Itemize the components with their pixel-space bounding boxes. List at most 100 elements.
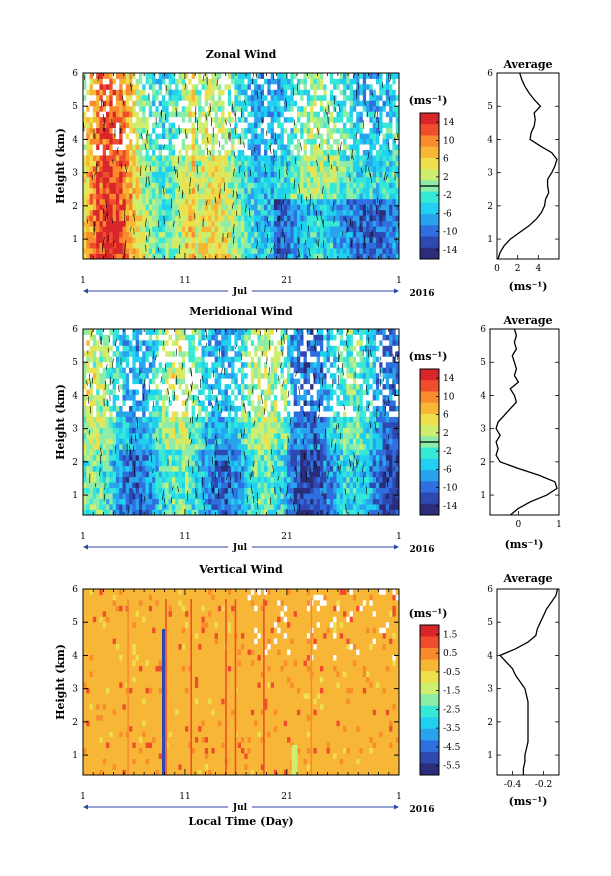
colorbar-tick-label: -10 bbox=[443, 484, 458, 494]
colorbar-swatch bbox=[420, 247, 439, 260]
ytick-label: 3 bbox=[72, 425, 78, 435]
zonal-xtick-3: 1 bbox=[396, 276, 402, 286]
profile-xtick-label: 0 bbox=[494, 264, 500, 274]
profile-line bbox=[495, 328, 558, 516]
ytick-label: 2 bbox=[72, 202, 78, 212]
colorbar-tick-label: -10 bbox=[443, 228, 458, 238]
colorbar-swatch bbox=[420, 391, 439, 404]
profile-ytick-label: 5 bbox=[480, 358, 486, 368]
meridional-ylabel: Height (km) bbox=[54, 384, 67, 460]
zonal-unit-label: (ms⁻¹) bbox=[409, 94, 448, 107]
profile-ytick-label: 3 bbox=[487, 169, 493, 179]
vertical-year-label: 2016 bbox=[409, 805, 434, 815]
colorbar-swatch bbox=[420, 492, 439, 505]
vertical-axes: 1 2 3 4 5 6 bbox=[72, 585, 400, 775]
profile-ytick-label: 6 bbox=[487, 69, 493, 79]
colorbar-swatch bbox=[420, 380, 439, 392]
zonal-title: Zonal Wind bbox=[206, 48, 277, 61]
profile-xtick-label: -0.4 bbox=[504, 780, 522, 790]
colorbar-tick-label: -3.5 bbox=[443, 724, 461, 734]
colorbar-swatch bbox=[420, 694, 439, 707]
profile-ytick-label: 3 bbox=[480, 425, 486, 435]
colorbar-tick-label: 14 bbox=[443, 118, 455, 128]
zonal-profile: 1 2 3 4 5 6 0 2 4 bbox=[487, 69, 560, 274]
colorbar-swatch bbox=[420, 202, 439, 215]
zonal-plot-frame bbox=[82, 72, 400, 260]
profile-xtick-label: 4 bbox=[535, 264, 541, 274]
colorbar-tick-label: -2 bbox=[443, 191, 452, 201]
profile-ytick-label: 2 bbox=[480, 458, 486, 468]
colorbar-tick-label: 6 bbox=[443, 411, 449, 421]
ytick-label: 3 bbox=[72, 169, 78, 179]
meridional-unit-label: (ms⁻¹) bbox=[409, 350, 448, 363]
profile-ytick-label: 5 bbox=[487, 102, 493, 112]
colorbar-tick-label: -14 bbox=[443, 246, 458, 256]
colorbar-tick-label: 2 bbox=[443, 429, 449, 439]
colorbar-swatch bbox=[420, 214, 439, 226]
ytick-label: 5 bbox=[72, 618, 78, 628]
colorbar-tick-label: 2 bbox=[443, 173, 449, 183]
colorbar-swatch bbox=[420, 413, 439, 426]
vertical-ylabel: Height (km) bbox=[54, 644, 67, 720]
ytick-label: 4 bbox=[72, 651, 78, 661]
ytick-label: 3 bbox=[72, 685, 78, 695]
colorbar-swatch bbox=[420, 458, 439, 471]
colorbar-tick-label: -6 bbox=[443, 465, 452, 475]
profile-ytick-label: 6 bbox=[480, 325, 486, 335]
profile-ytick-label: 1 bbox=[480, 491, 486, 501]
colorbar-swatch bbox=[420, 728, 439, 741]
colorbar-swatch bbox=[420, 124, 439, 136]
colorbar-swatch bbox=[420, 236, 439, 249]
profile-xtick-label: 2 bbox=[515, 264, 521, 274]
colorbar-tick-label: 10 bbox=[443, 392, 455, 402]
meridional-xtick-2: 21 bbox=[281, 532, 292, 542]
colorbar-swatch bbox=[420, 717, 439, 730]
colorbar-swatch bbox=[420, 503, 439, 516]
colorbar-tick-label: -1.5 bbox=[443, 687, 461, 697]
vertical-xtick-3: 1 bbox=[396, 792, 402, 802]
profile-frame bbox=[496, 72, 560, 260]
profile-ytick-label: 2 bbox=[487, 202, 493, 212]
meridional-axes: 1 2 3 4 5 6 bbox=[72, 325, 400, 515]
ytick-label: 6 bbox=[72, 69, 78, 79]
colorbar-swatch bbox=[420, 763, 439, 776]
profile-ytick-label: 1 bbox=[487, 751, 493, 761]
zonal-xtick-2: 21 bbox=[281, 276, 292, 286]
vertical-colorbar: 1.5 0.5 -0.5 -1.5 -2.5 -3.5 -4.5 -5.5 bbox=[419, 624, 461, 776]
vertical-xtick-2: 21 bbox=[281, 792, 292, 802]
meridional-month-label: Jul bbox=[232, 543, 248, 553]
zonal-ylabel: Height (km) bbox=[54, 128, 67, 204]
vertical-xtick-0: 1 bbox=[80, 792, 86, 802]
colorbar-swatch bbox=[420, 225, 439, 238]
colorbar-tick-label: -0.5 bbox=[443, 668, 461, 678]
colorbar-swatch bbox=[420, 625, 439, 638]
colorbar-tick-label: 10 bbox=[443, 136, 455, 146]
profile-frame bbox=[489, 328, 560, 516]
profile-ytick-label: 4 bbox=[480, 391, 486, 401]
colorbar-swatch bbox=[420, 740, 439, 753]
ytick-label: 5 bbox=[72, 358, 78, 368]
colorbar-swatch bbox=[420, 402, 439, 415]
profile-xtick-label: 1 bbox=[556, 520, 562, 530]
meridional-xtick-3: 1 bbox=[396, 532, 402, 542]
colorbar-tick-label: -6 bbox=[443, 209, 452, 219]
zonal-xtick-1: 11 bbox=[179, 276, 190, 286]
ytick-label: 1 bbox=[72, 235, 78, 245]
colorbar-swatch bbox=[420, 146, 439, 159]
vertical-heatmap bbox=[83, 589, 399, 775]
meridional-xtick-1: 11 bbox=[179, 532, 190, 542]
meridional-colorbar: 14 10 6 2 -2 -6 -10 -14 bbox=[419, 368, 458, 516]
zonal-axes: 1 2 3 4 5 6 bbox=[72, 69, 400, 259]
colorbar-swatch bbox=[420, 671, 439, 684]
colorbar-tick-label: 1.5 bbox=[443, 630, 458, 640]
meridional-title: Meridional Wind bbox=[189, 305, 293, 318]
vertical-month-label: Jul bbox=[232, 803, 248, 813]
ytick-label: 1 bbox=[72, 751, 78, 761]
zonal-year-label: 2016 bbox=[409, 289, 434, 299]
vertical-profile-title: Average bbox=[502, 572, 552, 585]
vertical-title: Vertical Wind bbox=[198, 563, 283, 576]
zonal-month-label: Jul bbox=[232, 287, 248, 297]
profile-ytick-label: 5 bbox=[487, 618, 493, 628]
